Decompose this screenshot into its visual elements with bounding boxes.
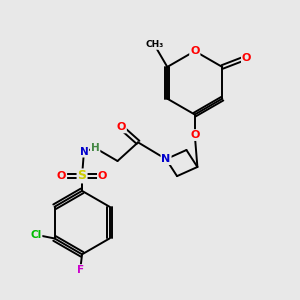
Text: O: O: [190, 130, 200, 140]
Text: N: N: [80, 147, 88, 157]
Text: O: O: [98, 171, 107, 181]
Text: N: N: [161, 154, 171, 164]
Text: O: O: [57, 171, 66, 181]
Text: Cl: Cl: [30, 230, 42, 240]
Text: H: H: [91, 143, 100, 153]
Text: O: O: [242, 52, 251, 63]
Text: O: O: [190, 46, 200, 56]
Text: F: F: [76, 265, 84, 275]
Text: S: S: [78, 169, 87, 182]
Text: CH₃: CH₃: [145, 40, 164, 49]
Text: O: O: [117, 122, 126, 132]
